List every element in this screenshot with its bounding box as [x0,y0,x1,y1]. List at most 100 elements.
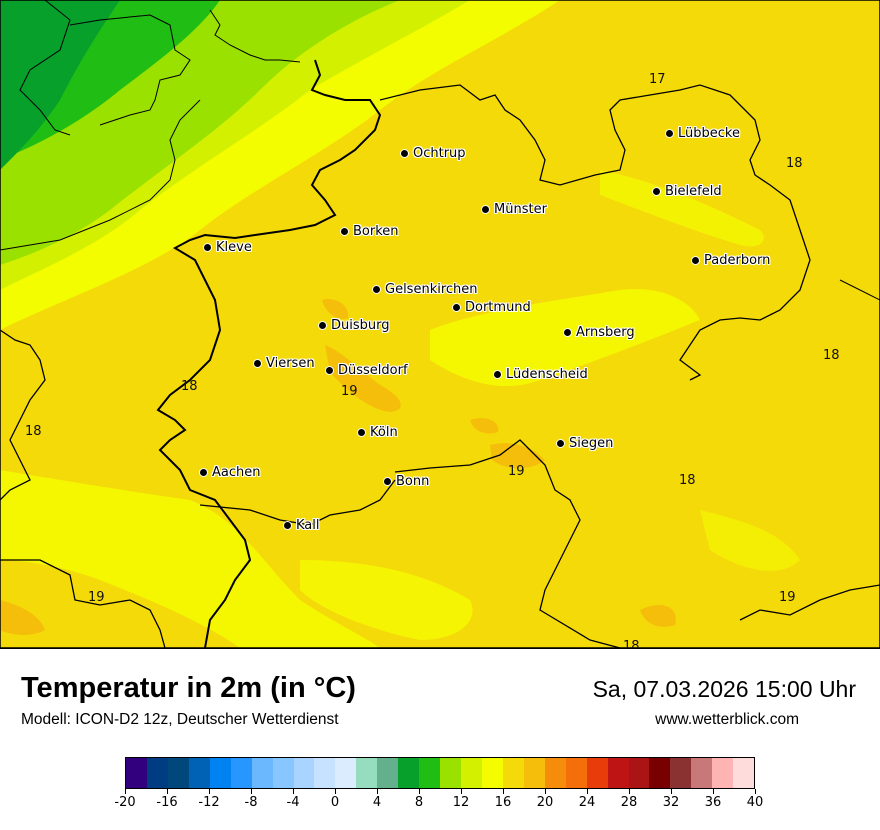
colorbar-segment [188,758,210,788]
city-dot-icon [383,477,392,486]
colorbar-segment [419,758,441,788]
city-name: Ochtrup [413,146,466,161]
city-dot-icon [283,521,292,530]
colorbar-segment [356,758,378,788]
colorbar-segment [733,758,755,788]
isoline-value-label: 18 [25,424,42,439]
city-name: Aachen [212,465,261,480]
colorbar-segment [230,758,252,788]
forecast-datetime: Sa, 07.03.2026 15:00 Uhr [592,676,856,702]
tick-label: -16 [156,795,178,810]
colorbar-segment [293,758,315,788]
tick-mark [503,789,504,794]
city-name: Düsseldorf [338,363,408,378]
tick-mark [125,789,126,794]
city-marker: Siegen [556,436,613,451]
city-name: Kleve [216,240,252,255]
city-dot-icon [340,227,349,236]
tick-label: 24 [578,795,596,810]
city-dot-icon [556,439,565,448]
tick-mark [293,789,294,794]
city-dot-icon [400,149,409,158]
tick-label: 4 [372,795,382,810]
city-dot-icon [665,129,674,138]
tick-mark [629,789,630,794]
city-name: Kall [296,518,320,533]
colorbar-segment [565,758,587,788]
city-name: Bonn [396,474,430,489]
tick-mark [545,789,546,794]
colorbar-segment [481,758,503,788]
city-dot-icon [452,303,461,312]
city-dot-icon [652,187,661,196]
tick-label: 40 [746,795,764,810]
tick-mark [671,789,672,794]
temperature-map[interactable]: Ochtrup Lübbecke Bielefeld Münster Borken Kle… [0,0,880,649]
tick-mark [167,789,168,794]
colorbar-segment [523,758,545,788]
tick-label: 8 [414,795,424,810]
colorbar-segment [649,758,671,788]
isoline-value-label: 17 [649,72,666,87]
city-marker: Aachen [199,465,260,480]
isoline-value-label: 18 [679,473,696,488]
city-marker: Duisburg [318,318,390,333]
colorbar-segment [398,758,420,788]
tick-mark [461,789,462,794]
colorbar-segment [461,758,482,788]
tick-label: -12 [198,795,220,810]
tick-label: -4 [286,795,300,810]
isoline-value-label: 18 [823,348,840,363]
city-marker: Bonn [383,474,429,489]
city-marker: Bielefeld [652,184,722,199]
isoline-value-label: 19 [779,590,796,605]
city-marker: Viersen [253,356,315,371]
colorbar-segment [712,758,734,788]
isoline-value-label: 19 [341,384,358,399]
isoline-value-label: 18 [181,379,198,394]
city-dot-icon [318,321,327,330]
map-canvas [0,0,880,648]
tick-label: 32 [662,795,680,810]
colorbar-segment [607,758,629,788]
city-name: Siegen [569,436,614,451]
city-dot-icon [203,243,212,252]
city-name: Duisburg [331,318,390,333]
tick-mark [251,789,252,794]
city-name: Köln [370,425,398,440]
city-dot-icon [253,359,262,368]
colorbar-segment [209,758,231,788]
colorbar-segment [272,758,294,788]
tick-mark [377,789,378,794]
city-name: Lüdenscheid [506,367,588,382]
colorbar-segment [502,758,524,788]
city-marker: Dortmund [452,300,531,315]
website-link[interactable]: www.wetterblick.com [655,711,799,728]
colorbar-segment [251,758,273,788]
colorbar-segment [628,758,650,788]
colorbar-segment [335,758,357,788]
city-name: Arnsberg [576,325,635,340]
tick-mark [209,789,210,794]
city-name: Paderborn [704,253,771,268]
city-marker: Lüdenscheid [493,367,588,382]
city-marker: Lübbecke [665,126,740,141]
city-name: Gelsenkirchen [385,282,478,297]
city-marker: Gelsenkirchen [372,282,478,297]
tick-mark [335,789,336,794]
colorbar-segment [544,758,566,788]
colorbar-segment [586,758,608,788]
colorbar-segment [167,758,189,788]
colorbar-segment [670,758,692,788]
city-dot-icon [372,285,381,294]
model-subtitle: Modell: ICON-D2 12z, Deutscher Wetterdie… [21,711,339,728]
city-dot-icon [563,328,572,337]
city-marker: Kall [283,518,320,533]
city-marker: Kleve [203,240,252,255]
city-marker: Arnsberg [563,325,635,340]
tick-label: -20 [114,795,136,810]
tick-label: 28 [620,795,638,810]
tick-mark [755,789,756,794]
city-dot-icon [199,468,208,477]
city-dot-icon [325,366,334,375]
